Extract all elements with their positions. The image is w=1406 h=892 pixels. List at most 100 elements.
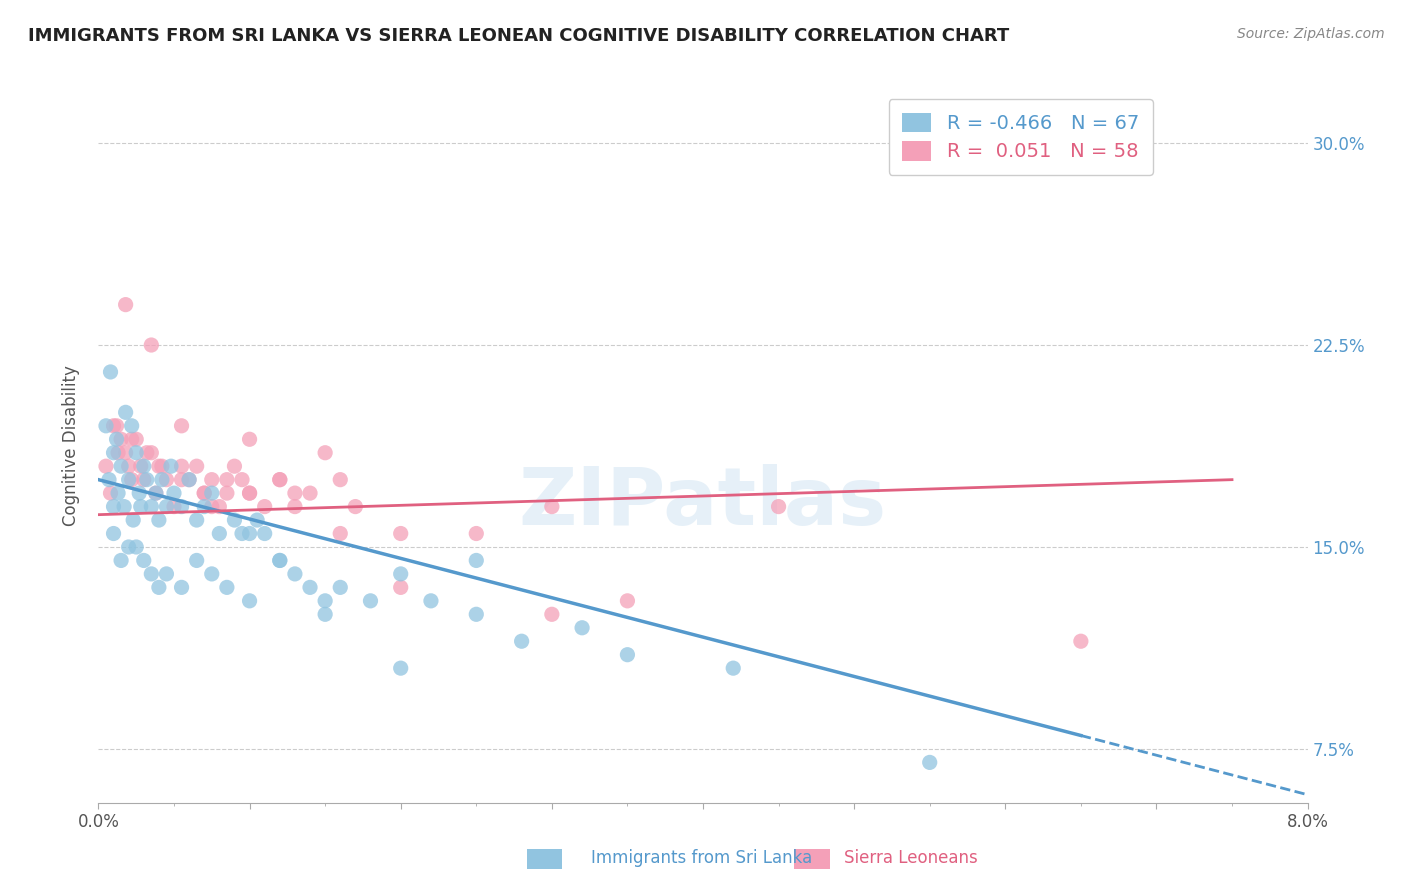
Point: [141, 446, 163, 460]
Point: [94, 418, 117, 433]
Point: [215, 473, 238, 487]
Point: [114, 298, 136, 312]
Point: [103, 500, 125, 514]
Point: [360, 594, 382, 608]
Point: [107, 486, 129, 500]
Point: [329, 580, 352, 594]
Point: [155, 566, 177, 581]
Point: [160, 459, 183, 474]
Point: [98, 473, 121, 487]
Point: [155, 473, 177, 487]
Point: [224, 513, 246, 527]
Point: [299, 486, 322, 500]
Point: [135, 446, 157, 460]
Text: ZIPatlas: ZIPatlas: [519, 464, 887, 542]
Point: [141, 338, 163, 352]
Point: [107, 446, 129, 460]
Point: [150, 459, 173, 474]
Point: [201, 473, 224, 487]
Point: [269, 553, 291, 567]
Point: [571, 621, 593, 635]
Point: [100, 365, 122, 379]
Point: [389, 661, 412, 675]
Text: Immigrants from Sri Lanka: Immigrants from Sri Lanka: [591, 849, 811, 867]
Point: [768, 500, 790, 514]
Point: [114, 405, 136, 419]
Point: [723, 661, 745, 675]
Point: [110, 432, 132, 446]
Point: [118, 540, 141, 554]
Point: [94, 459, 117, 474]
Text: Source: ZipAtlas.com: Source: ZipAtlas.com: [1237, 27, 1385, 41]
Point: [465, 526, 488, 541]
Point: [141, 500, 163, 514]
Point: [201, 486, 224, 500]
Point: [231, 473, 253, 487]
Point: [465, 553, 488, 567]
Point: [1070, 634, 1092, 648]
Point: [125, 432, 148, 446]
Point: [186, 513, 208, 527]
Point: [186, 553, 208, 567]
Point: [193, 486, 215, 500]
Point: [284, 500, 307, 514]
Text: IMMIGRANTS FROM SRI LANKA VS SIERRA LEONEAN COGNITIVE DISABILITY CORRELATION CHA: IMMIGRANTS FROM SRI LANKA VS SIERRA LEON…: [28, 27, 1010, 45]
Point: [179, 473, 201, 487]
Point: [208, 526, 231, 541]
Point: [170, 580, 193, 594]
Point: [121, 473, 143, 487]
Point: [239, 432, 262, 446]
Point: [284, 566, 307, 581]
Point: [510, 634, 533, 648]
Point: [224, 459, 246, 474]
Point: [215, 580, 238, 594]
Point: [155, 500, 177, 514]
Point: [284, 486, 307, 500]
Point: [135, 473, 157, 487]
Point: [148, 459, 170, 474]
Point: [389, 566, 412, 581]
Point: [231, 526, 253, 541]
Point: [201, 566, 224, 581]
Point: [170, 459, 193, 474]
Point: [540, 607, 562, 622]
Point: [112, 500, 135, 514]
Point: [239, 526, 262, 541]
Point: [193, 486, 215, 500]
Point: [129, 459, 152, 474]
Point: [239, 594, 262, 608]
Point: [141, 566, 163, 581]
Text: Sierra Leoneans: Sierra Leoneans: [844, 849, 977, 867]
Point: [616, 648, 638, 662]
Point: [170, 473, 193, 487]
Point: [314, 594, 336, 608]
Point: [239, 486, 262, 500]
Point: [253, 500, 276, 514]
Point: [121, 432, 143, 446]
Point: [121, 418, 143, 433]
Point: [110, 553, 132, 567]
Point: [132, 553, 155, 567]
Point: [269, 473, 291, 487]
Point: [253, 526, 276, 541]
Point: [616, 594, 638, 608]
Point: [145, 486, 167, 500]
Point: [114, 446, 136, 460]
Point: [163, 486, 186, 500]
Point: [170, 418, 193, 433]
Point: [389, 580, 412, 594]
Point: [420, 594, 443, 608]
Point: [329, 526, 352, 541]
Legend: R = -0.466   N = 67, R =  0.051   N = 58: R = -0.466 N = 67, R = 0.051 N = 58: [889, 99, 1153, 175]
Point: [269, 473, 291, 487]
Y-axis label: Cognitive Disability: Cognitive Disability: [62, 366, 80, 526]
Point: [246, 513, 269, 527]
Point: [389, 526, 412, 541]
Point: [105, 432, 128, 446]
Point: [125, 446, 148, 460]
Point: [201, 500, 224, 514]
Point: [170, 500, 193, 514]
Point: [215, 486, 238, 500]
Point: [132, 473, 155, 487]
Point: [239, 486, 262, 500]
